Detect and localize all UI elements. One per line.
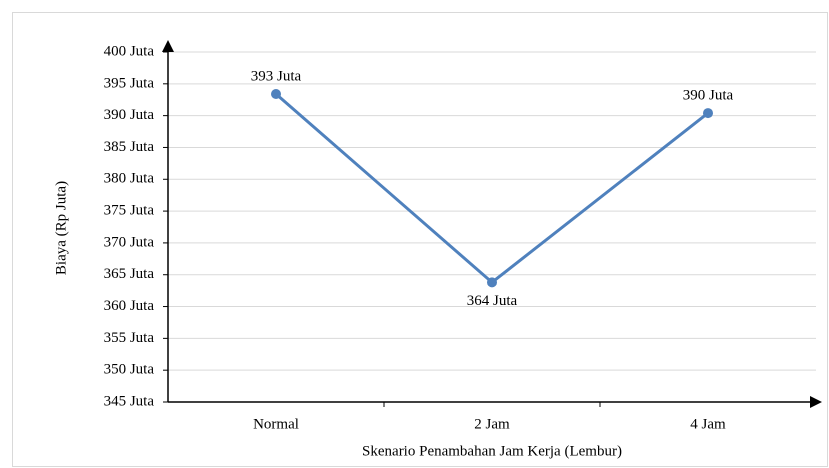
x-axis-title: Skenario Penambahan Jam Kerja (Lembur) xyxy=(362,443,622,459)
data-label: 364 Juta xyxy=(467,293,518,309)
y-tick-label: 355 Juta xyxy=(104,330,155,346)
y-tick-label: 370 Juta xyxy=(104,234,155,250)
y-tick-label: 400 Juta xyxy=(104,43,155,59)
x-tick-label: 4 Jam xyxy=(690,416,726,432)
x-tick-label: Normal xyxy=(253,416,299,432)
y-tick-label: 390 Juta xyxy=(104,107,155,123)
y-tick-label: 375 Juta xyxy=(104,203,155,219)
data-label: 390 Juta xyxy=(683,88,734,104)
point xyxy=(703,108,713,119)
point xyxy=(487,277,497,288)
chart-frame xyxy=(12,12,828,467)
data-label: 393 Juta xyxy=(251,68,302,84)
point xyxy=(271,89,281,99)
y-axis-title: Biaya (Rp Juta) xyxy=(53,181,69,275)
y-tick-label: 360 Juta xyxy=(104,298,155,314)
y-tick-label: 380 Juta xyxy=(104,171,155,187)
y-tick-label: 350 Juta xyxy=(104,362,155,378)
y-tick-label: 365 Juta xyxy=(104,266,155,282)
y-tick-label: 395 Juta xyxy=(104,75,155,91)
y-tick-label: 345 Juta xyxy=(104,393,155,409)
x-tick-label: 2 Jam xyxy=(474,416,510,432)
y-tick-label: 385 Juta xyxy=(104,139,155,155)
